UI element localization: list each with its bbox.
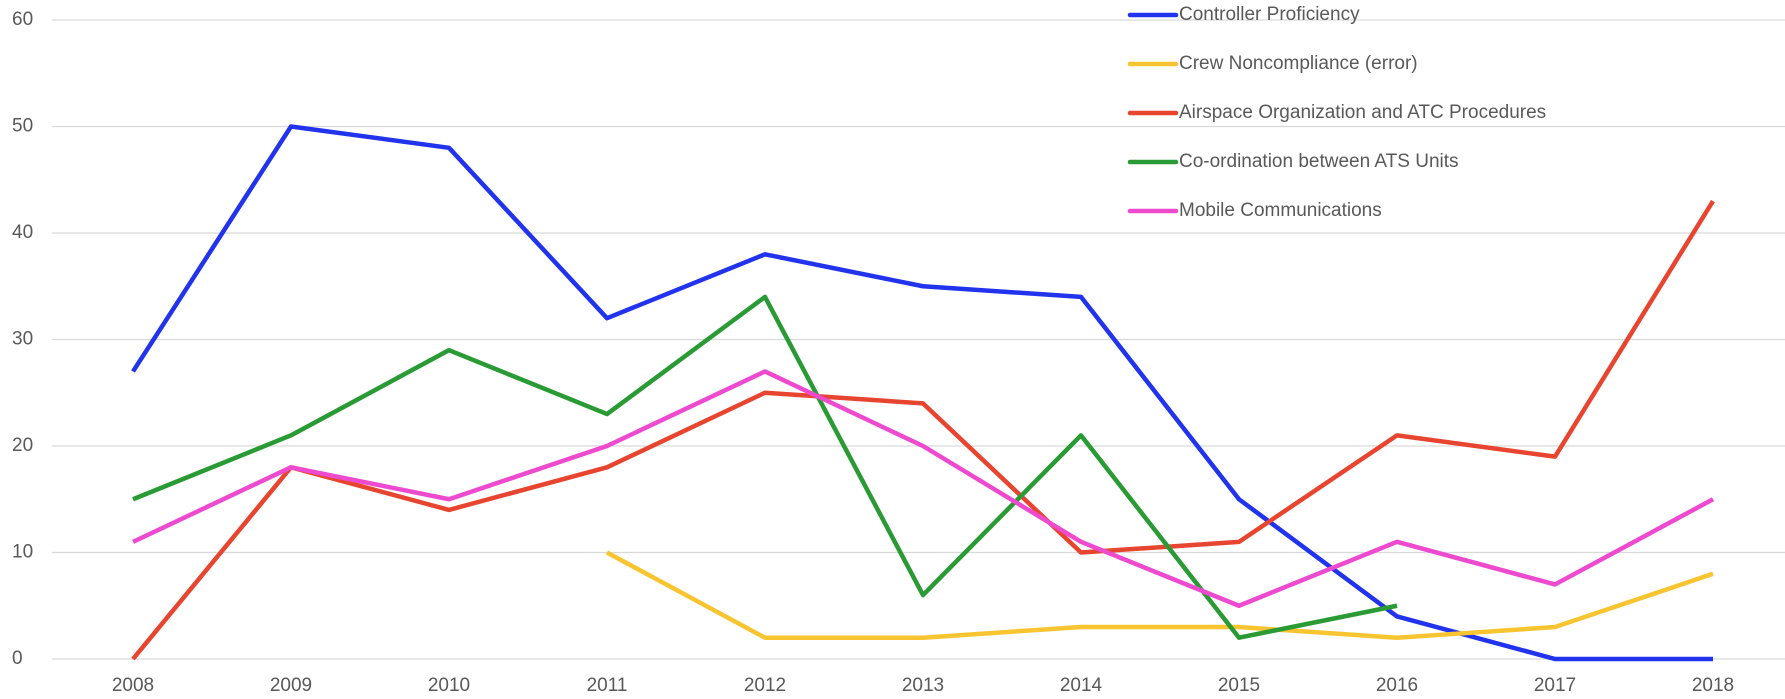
x-tick-label: 2010: [428, 675, 470, 696]
x-tick-label: 2015: [1218, 675, 1260, 696]
legend-label: Airspace Organization and ATC Procedures: [1179, 102, 1546, 123]
x-tick-label: 2017: [1534, 675, 1576, 696]
legend-label: Co-ordination between ATS Units: [1179, 151, 1459, 172]
y-tick-label: 50: [12, 116, 33, 137]
x-tick-label: 2016: [1376, 675, 1418, 696]
series-line: [131, 199, 1715, 661]
series-line: [132, 294, 1398, 640]
x-tick-label: 2011: [587, 675, 628, 696]
series-line: [131, 124, 1713, 662]
y-tick-label: 40: [12, 222, 33, 243]
x-tick-label: 2018: [1692, 675, 1734, 696]
y-tick-label: 60: [12, 9, 33, 30]
x-tick-label: 2014: [1060, 675, 1103, 696]
x-tick-label: 2008: [112, 675, 154, 696]
series-line: [605, 550, 1714, 640]
y-tick-label: 0: [12, 648, 23, 669]
legend-label: Mobile Communications: [1179, 200, 1382, 221]
y-tick-label: 20: [12, 435, 33, 456]
y-tick-label: 10: [12, 542, 33, 563]
x-tick-label: 2013: [902, 675, 944, 696]
series-line: [132, 369, 1715, 608]
legend-label: Crew Noncompliance (error): [1179, 53, 1418, 74]
y-tick-label: 30: [12, 329, 33, 350]
x-tick-label: 2009: [270, 675, 312, 696]
x-tick-label: 2012: [744, 675, 786, 696]
legend-label: Controller Proficiency: [1179, 4, 1360, 25]
